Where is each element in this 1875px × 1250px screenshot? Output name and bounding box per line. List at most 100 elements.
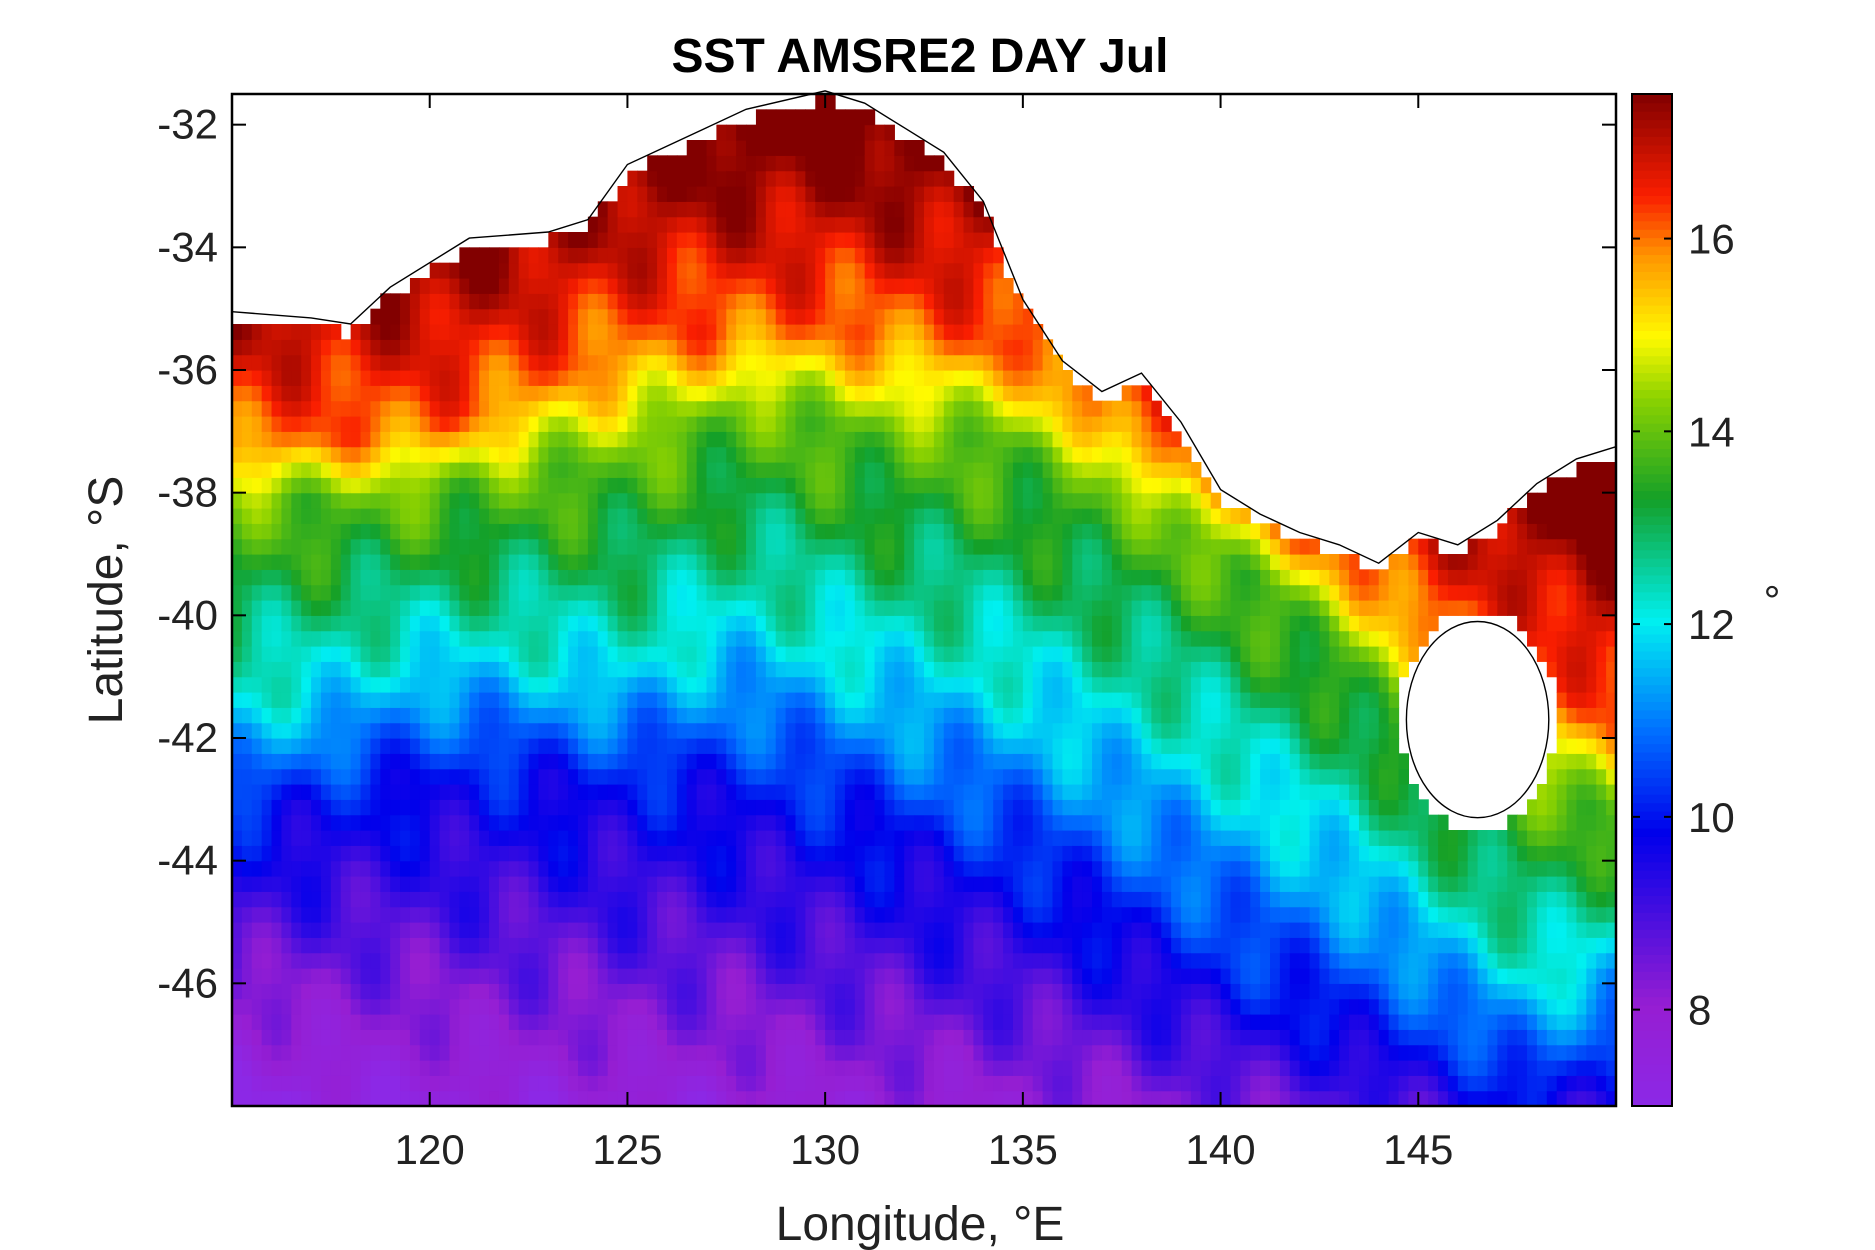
sst-cell bbox=[459, 615, 470, 632]
sst-cell bbox=[716, 278, 727, 294]
sst-cell bbox=[241, 906, 253, 923]
sst-cell bbox=[716, 738, 727, 754]
sst-cell bbox=[251, 554, 263, 570]
sst-cell bbox=[993, 998, 1004, 1015]
sst-cell bbox=[914, 232, 925, 248]
sst-cell bbox=[558, 492, 569, 509]
sst-cell bbox=[291, 784, 302, 800]
sst-cell bbox=[973, 278, 984, 294]
sst-cell bbox=[1042, 860, 1054, 877]
sst-cell bbox=[755, 630, 767, 647]
sst-cell bbox=[973, 968, 984, 984]
sst-cell bbox=[429, 477, 441, 494]
sst-cell bbox=[815, 446, 826, 463]
sst-cell bbox=[380, 308, 391, 325]
sst-cell bbox=[864, 768, 876, 785]
sst-cell bbox=[538, 416, 549, 432]
sst-cell bbox=[785, 891, 797, 908]
sst-cell bbox=[548, 492, 559, 509]
sst-cell bbox=[657, 922, 668, 938]
sst-cell bbox=[864, 554, 876, 570]
sst-cell bbox=[340, 753, 352, 770]
sst-cell bbox=[983, 1090, 994, 1107]
sst-cell bbox=[894, 523, 905, 540]
sst-cell bbox=[716, 400, 727, 417]
sst-cell bbox=[241, 538, 253, 555]
sst-cell bbox=[795, 247, 806, 264]
sst-cell bbox=[1022, 860, 1034, 877]
sst-cell bbox=[696, 998, 708, 1015]
sst-cell bbox=[696, 845, 708, 862]
sst-cell bbox=[736, 232, 747, 248]
sst-cell bbox=[340, 707, 352, 724]
sst-cell bbox=[953, 906, 965, 923]
sst-cell bbox=[835, 876, 846, 892]
sst-cell bbox=[400, 983, 411, 1000]
sst-cell bbox=[686, 170, 698, 187]
sst-cell bbox=[508, 738, 520, 754]
sst-cell bbox=[251, 477, 263, 494]
sst-cell bbox=[874, 768, 886, 785]
sst-cell bbox=[479, 922, 490, 938]
sst-cell bbox=[914, 922, 925, 938]
sst-cell bbox=[558, 600, 569, 616]
sst-cell bbox=[864, 876, 876, 892]
sst-cell bbox=[1012, 860, 1024, 877]
sst-cell bbox=[736, 247, 747, 264]
sst-cell bbox=[736, 140, 747, 156]
sst-cell bbox=[400, 707, 411, 724]
sst-cell bbox=[479, 983, 490, 1000]
sst-cell bbox=[874, 630, 886, 647]
sst-cell bbox=[973, 446, 984, 463]
sst-cell bbox=[400, 998, 411, 1015]
sst-cell bbox=[558, 324, 569, 340]
sst-cell bbox=[1072, 584, 1083, 601]
sst-cell bbox=[251, 1014, 263, 1030]
sst-cell bbox=[538, 784, 549, 800]
sst-cell bbox=[736, 646, 747, 662]
sst-cell bbox=[479, 584, 490, 601]
sst-cell bbox=[716, 692, 727, 708]
sst-cell bbox=[1022, 692, 1034, 708]
sst-cell bbox=[400, 968, 411, 984]
sst-cell bbox=[617, 385, 629, 402]
sst-cell bbox=[716, 784, 727, 800]
sst-cell bbox=[241, 446, 253, 463]
sst-cell bbox=[370, 308, 381, 325]
sst-cell bbox=[607, 262, 619, 279]
sst-cell bbox=[1072, 998, 1083, 1015]
sst-cell bbox=[805, 906, 816, 923]
sst-cell bbox=[617, 646, 629, 662]
sst-cell bbox=[350, 830, 362, 846]
sst-cell bbox=[884, 554, 895, 570]
sst-cell bbox=[924, 370, 935, 386]
sst-cell bbox=[330, 1014, 342, 1030]
sst-cell bbox=[825, 416, 836, 432]
sst-cell bbox=[736, 1014, 747, 1030]
sst-cell bbox=[568, 768, 579, 785]
sst-cell bbox=[963, 416, 975, 432]
sst-cell bbox=[370, 692, 381, 708]
sst-cell bbox=[597, 569, 609, 586]
sst-cell bbox=[360, 845, 371, 862]
sst-cell bbox=[914, 308, 925, 325]
sst-cell bbox=[795, 324, 806, 340]
sst-cell bbox=[746, 1075, 757, 1092]
sst-cell bbox=[963, 554, 975, 570]
sst-cell bbox=[647, 416, 658, 432]
sst-cell bbox=[607, 462, 619, 478]
sst-cell bbox=[854, 400, 866, 417]
sst-cell bbox=[835, 370, 846, 386]
sst-cell bbox=[835, 554, 846, 570]
sst-cell bbox=[232, 906, 243, 923]
sst-cell bbox=[844, 262, 856, 279]
sst-cell bbox=[459, 922, 470, 938]
sst-cell bbox=[528, 354, 540, 371]
sst-cell bbox=[558, 400, 569, 417]
sst-cell bbox=[647, 462, 658, 478]
sst-cell bbox=[874, 400, 886, 417]
sst-cell bbox=[765, 952, 777, 969]
sst-cell bbox=[558, 676, 569, 693]
sst-cell bbox=[370, 339, 381, 356]
sst-cell bbox=[805, 1090, 816, 1107]
